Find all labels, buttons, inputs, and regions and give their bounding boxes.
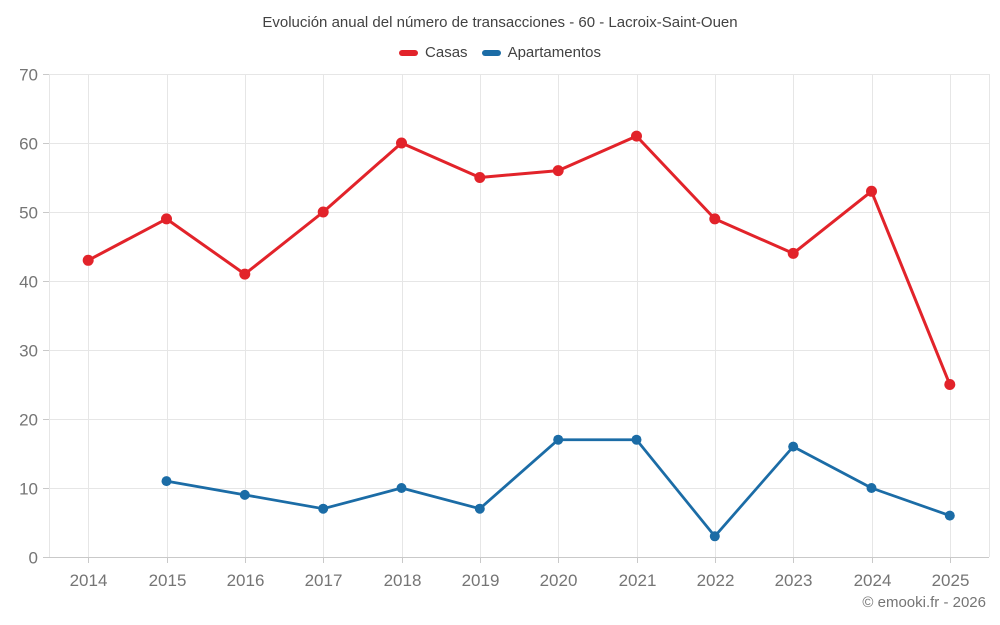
y-tick-label: 30: [19, 342, 38, 361]
legend-swatch-casas: [399, 49, 419, 56]
legend: Casas Apartamentos: [0, 44, 1000, 61]
data-point-apartamentos-2018[interactable]: [396, 483, 407, 493]
legend-label-casas: Casas: [425, 44, 468, 61]
legend-item-casas[interactable]: Casas: [399, 44, 468, 61]
data-point-apartamentos-2017[interactable]: [318, 503, 329, 514]
legend-swatch-apartamentos: [481, 49, 501, 56]
data-point-casas-2018[interactable]: [396, 137, 407, 149]
series-line-casas: [86, 134, 952, 386]
x-tick-label: 2021: [619, 571, 657, 590]
chart-title: Evolución anual del número de transaccio…: [262, 14, 738, 31]
x-tick-label: 2017: [305, 571, 343, 590]
y-tick-label: 50: [19, 204, 38, 223]
legend-item-apartamentos[interactable]: Apartamentos: [481, 44, 601, 61]
data-point-casas-2025[interactable]: [944, 379, 956, 390]
data-point-casas-2015[interactable]: [161, 213, 172, 225]
y-tick-label: 60: [19, 135, 38, 154]
y-tick-label: 20: [19, 411, 38, 430]
y-tick-label: 10: [19, 480, 38, 499]
x-tick-label: 2025: [932, 571, 970, 590]
data-point-apartamentos-2019[interactable]: [474, 503, 485, 514]
data-point-casas-2024[interactable]: [866, 185, 877, 197]
x-tick-label: 2018: [384, 571, 422, 590]
data-point-apartamentos-2021[interactable]: [631, 434, 642, 445]
y-tick-label: 40: [19, 273, 38, 292]
data-point-apartamentos-2016[interactable]: [239, 489, 250, 500]
x-tick-label: 2022: [697, 571, 735, 590]
data-point-casas-2022[interactable]: [709, 213, 721, 225]
data-point-casas-2020[interactable]: [552, 165, 564, 177]
x-tick-label: 2016: [227, 571, 265, 590]
data-point-apartamentos-2025[interactable]: [944, 510, 955, 521]
data-point-casas-2014[interactable]: [82, 254, 94, 266]
data-point-casas-2017[interactable]: [317, 206, 329, 218]
data-point-apartamentos-2020[interactable]: [553, 434, 564, 445]
data-point-casas-2016[interactable]: [239, 268, 251, 280]
data-point-casas-2019[interactable]: [474, 172, 486, 183]
x-tick-label: 2020: [540, 571, 578, 590]
x-tick-label: 2014: [70, 571, 108, 590]
data-point-casas-2021[interactable]: [631, 130, 642, 142]
data-point-apartamentos-2022[interactable]: [709, 531, 720, 542]
data-point-apartamentos-2015[interactable]: [161, 476, 172, 487]
data-point-apartamentos-2024[interactable]: [866, 483, 877, 493]
legend-label-apartamentos: Apartamentos: [507, 44, 601, 61]
x-tick-label: 2023: [775, 571, 813, 590]
data-point-casas-2023[interactable]: [787, 247, 799, 259]
data-point-apartamentos-2023[interactable]: [788, 441, 799, 452]
x-tick-label: 2024: [854, 571, 892, 590]
copyright: © emooki.fr - 2026: [862, 594, 986, 611]
y-tick-label: 70: [19, 66, 38, 85]
x-tick-label: 2015: [149, 571, 187, 590]
x-tick-label: 2019: [462, 571, 500, 590]
y-tick-label: 0: [29, 549, 38, 568]
